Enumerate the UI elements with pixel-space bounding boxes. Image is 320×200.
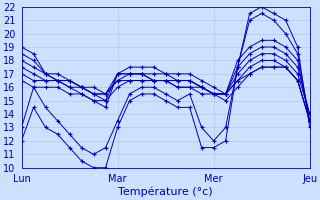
X-axis label: Température (°c): Température (°c) [118,187,213,197]
